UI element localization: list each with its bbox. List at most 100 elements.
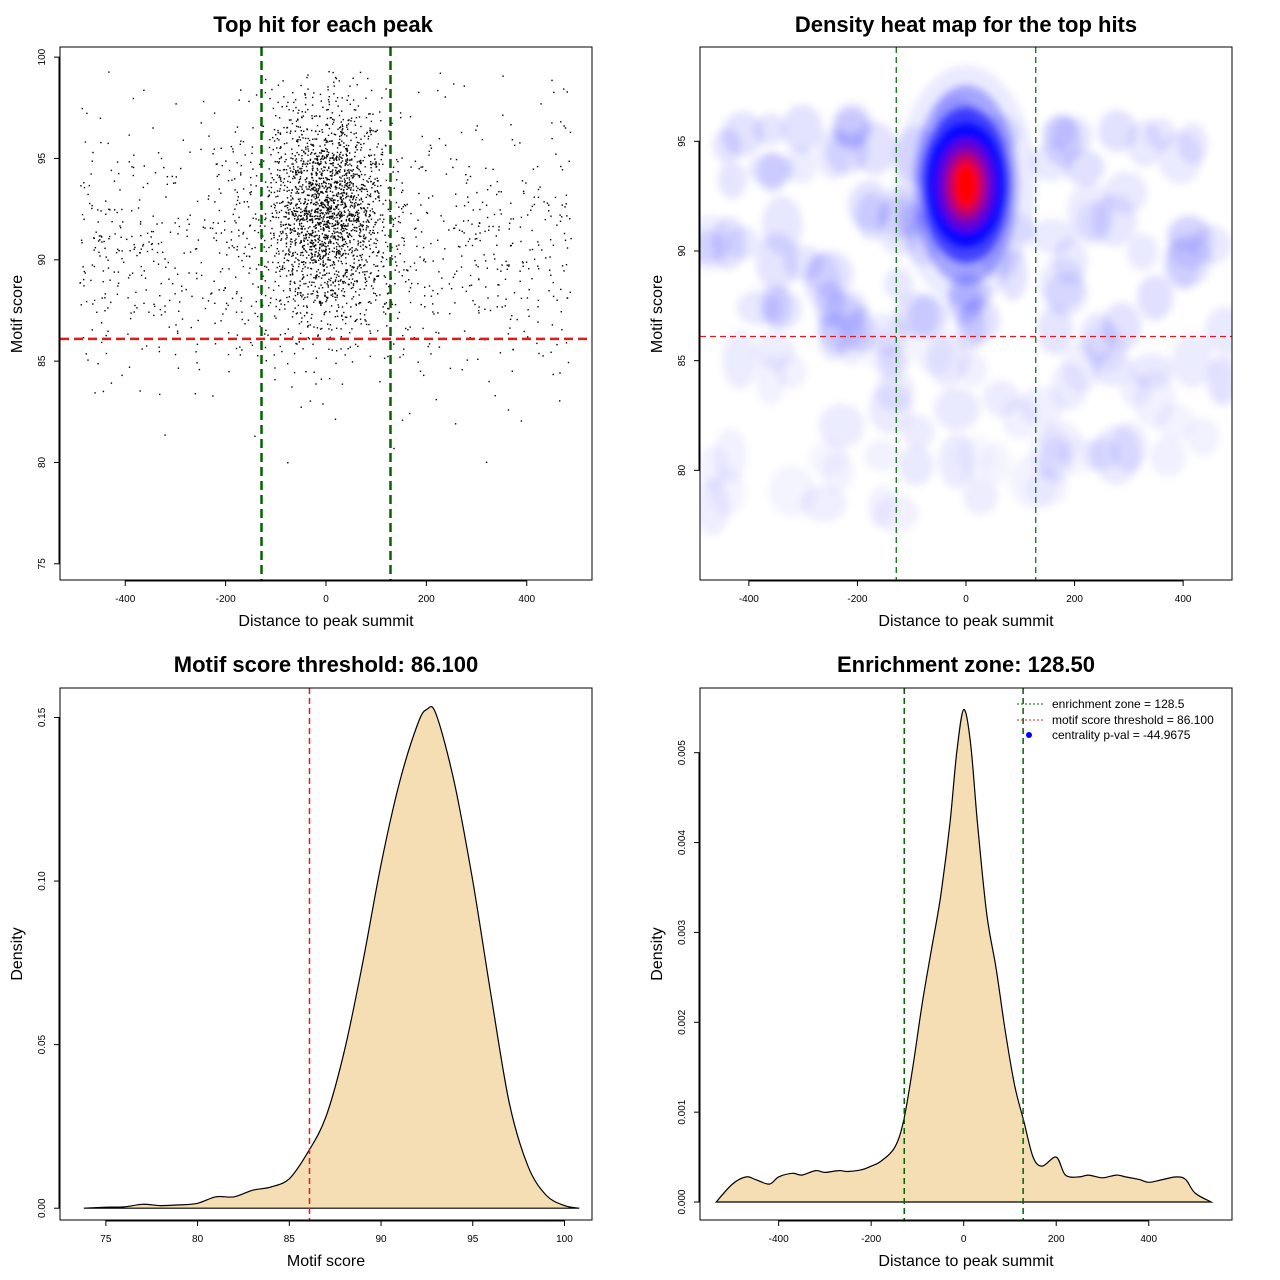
scatter-point: [273, 179, 275, 181]
scatter-point: [355, 146, 357, 148]
scatter-point: [328, 377, 331, 380]
scatter-point: [321, 249, 323, 252]
scatter-point: [537, 265, 539, 267]
scatter-point: [265, 329, 267, 331]
scatter-point: [306, 296, 309, 298]
scatter-point: [479, 232, 481, 234]
scatter-point: [392, 223, 395, 226]
scatter-point: [315, 227, 317, 229]
scatter-point: [314, 189, 316, 192]
scatter-point: [142, 186, 144, 189]
scatter-point: [294, 251, 297, 254]
scatter-point: [127, 333, 129, 335]
scatter-point: [310, 258, 312, 260]
scatter-point: [331, 140, 333, 142]
scatter-point: [404, 205, 407, 207]
scatter-point: [295, 125, 298, 127]
scatter-point: [339, 171, 341, 173]
scatter-point: [321, 174, 323, 177]
scatter-point: [297, 293, 299, 296]
scatter-point: [279, 275, 282, 277]
scatter-point: [117, 271, 120, 273]
scatter-point: [204, 227, 206, 229]
scatter-point: [150, 236, 152, 238]
scatter-point: [307, 202, 309, 205]
scatter-point: [380, 120, 382, 122]
scatter-point: [306, 217, 308, 220]
scatter-point: [537, 299, 540, 302]
scatter-point: [273, 236, 275, 239]
scatter-point: [465, 174, 467, 176]
scatter-point: [287, 301, 289, 303]
scatter-point: [297, 232, 299, 234]
distance-density-y-tick-label: 0.004: [677, 830, 688, 855]
scatter-point: [467, 219, 469, 222]
scatter-point: [438, 271, 440, 273]
scatter-point: [317, 212, 319, 214]
scatter-point: [401, 182, 403, 184]
scatter-point: [368, 195, 371, 197]
scatter-point: [346, 228, 348, 231]
scatter-point: [441, 277, 443, 279]
scatter-point: [301, 251, 304, 253]
scatter-point: [317, 217, 319, 220]
scatter-point: [194, 248, 197, 250]
scatter-point: [293, 230, 295, 232]
scatter-point: [311, 281, 313, 283]
scatter-point: [196, 362, 198, 364]
scatter-point: [360, 149, 362, 151]
scatter-point: [312, 169, 314, 172]
scatter-point: [327, 211, 329, 213]
distance-density-area: [714, 708, 1214, 1203]
scatter-point: [333, 202, 335, 204]
scatter-point: [368, 255, 371, 258]
scatter-point: [377, 185, 379, 187]
scatter-point: [314, 245, 316, 247]
scatter-point: [477, 309, 480, 312]
scatter-point: [249, 192, 251, 194]
scatter-point: [356, 141, 359, 143]
scatter-point: [100, 235, 102, 237]
scatter-point: [310, 143, 312, 146]
scatter-point: [453, 227, 456, 229]
scatter-point: [354, 204, 356, 206]
scatter-point: [331, 264, 334, 266]
scatter-point: [326, 149, 328, 151]
scatter-point: [164, 305, 166, 307]
scatter-point: [315, 184, 318, 187]
scatter-point: [305, 186, 307, 188]
scatter-point: [363, 184, 365, 187]
scatter-point: [221, 268, 224, 270]
scatter-point: [129, 250, 131, 252]
scatter-point: [332, 261, 335, 263]
scatter-point: [356, 173, 358, 175]
scatter-point: [331, 175, 333, 177]
scatter-point: [507, 333, 510, 335]
scatter-point: [528, 315, 530, 317]
scatter-point: [278, 117, 281, 119]
scatter-point: [169, 299, 171, 302]
scatter-point: [290, 238, 293, 240]
scatter-point: [432, 260, 434, 262]
scatter-point: [309, 248, 311, 251]
scatter-point: [329, 190, 332, 192]
scatter-point: [343, 214, 345, 216]
scatter-point: [355, 185, 358, 188]
scatter-point: [314, 261, 316, 263]
scatter-point: [330, 184, 332, 186]
scatter-point: [341, 199, 343, 202]
scatter-point: [360, 189, 362, 191]
scatter-point: [305, 218, 308, 221]
scatter-point: [476, 191, 478, 194]
scatter-point: [323, 223, 325, 225]
scatter-point: [455, 205, 458, 207]
scatter-point: [316, 124, 319, 127]
scatter-point: [337, 208, 340, 211]
scatter-point: [315, 201, 317, 203]
scatter-point: [336, 310, 338, 312]
scatter-point: [296, 139, 298, 141]
scatter-point: [342, 294, 344, 297]
scatter-point: [258, 219, 260, 221]
scatter-point: [322, 274, 324, 277]
scatter-point: [272, 136, 274, 139]
